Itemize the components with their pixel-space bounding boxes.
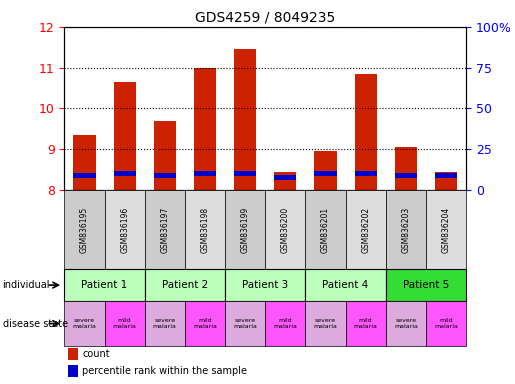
Bar [355, 171, 376, 176]
Text: Patient 4: Patient 4 [322, 280, 369, 290]
Bar [114, 82, 135, 190]
Bar [74, 173, 95, 178]
Text: count: count [82, 349, 110, 359]
Bar [305, 190, 346, 269]
Bar [386, 269, 466, 301]
Bar [225, 301, 265, 346]
Text: Patient 2: Patient 2 [162, 280, 208, 290]
Bar [194, 171, 216, 176]
Text: mild
malaria: mild malaria [193, 318, 217, 329]
Bar [225, 190, 265, 269]
Text: severe
malaria: severe malaria [153, 318, 177, 329]
Bar [234, 49, 256, 190]
Bar [435, 172, 457, 190]
Bar [305, 301, 346, 346]
Bar [105, 301, 145, 346]
Text: mild
malaria: mild malaria [113, 318, 136, 329]
Bar [145, 301, 185, 346]
Bar [426, 301, 466, 346]
Text: GSM836195: GSM836195 [80, 206, 89, 253]
Text: mild
malaria: mild malaria [434, 318, 458, 329]
Bar [74, 135, 95, 190]
Bar [395, 173, 417, 178]
Bar [145, 190, 185, 269]
Bar [194, 68, 216, 190]
Bar [274, 175, 296, 180]
Bar [346, 301, 386, 346]
Bar [68, 348, 78, 360]
Text: Patient 1: Patient 1 [81, 280, 128, 290]
Bar [105, 190, 145, 269]
Bar [426, 190, 466, 269]
Bar [265, 190, 305, 269]
Bar [185, 301, 225, 346]
Text: severe
malaria: severe malaria [314, 318, 337, 329]
Bar [355, 74, 376, 190]
Text: mild
malaria: mild malaria [354, 318, 377, 329]
Text: GSM836198: GSM836198 [200, 206, 210, 253]
Bar [114, 171, 135, 176]
Text: GSM836200: GSM836200 [281, 206, 290, 253]
Text: GSM836202: GSM836202 [361, 206, 370, 253]
Text: GSM836199: GSM836199 [241, 206, 250, 253]
Text: percentile rank within the sample: percentile rank within the sample [82, 366, 247, 376]
Bar [64, 269, 145, 301]
Bar [64, 301, 105, 346]
Bar [435, 173, 457, 178]
Text: GSM836197: GSM836197 [160, 206, 169, 253]
Bar [64, 190, 105, 269]
Bar [234, 171, 256, 176]
Bar [274, 172, 296, 190]
Bar [265, 301, 305, 346]
Bar [225, 269, 305, 301]
Bar [68, 365, 78, 377]
Text: GSM836203: GSM836203 [401, 206, 410, 253]
Text: individual: individual [3, 280, 50, 290]
Bar [346, 190, 386, 269]
Bar [315, 171, 336, 176]
Text: severe
malaria: severe malaria [233, 318, 257, 329]
Bar [305, 269, 386, 301]
Text: mild
malaria: mild malaria [273, 318, 297, 329]
Text: GSM836204: GSM836204 [441, 206, 451, 253]
Bar [386, 301, 426, 346]
Text: disease state: disease state [3, 318, 67, 329]
Bar [154, 121, 176, 190]
Text: severe
malaria: severe malaria [73, 318, 96, 329]
Bar [185, 190, 225, 269]
Bar [386, 190, 426, 269]
Bar [154, 173, 176, 178]
Bar [145, 269, 225, 301]
Text: GSM836196: GSM836196 [120, 206, 129, 253]
Text: severe
malaria: severe malaria [394, 318, 418, 329]
Bar [315, 151, 336, 190]
Text: GSM836201: GSM836201 [321, 206, 330, 253]
Bar [395, 147, 417, 190]
Text: Patient 3: Patient 3 [242, 280, 288, 290]
Text: Patient 5: Patient 5 [403, 280, 449, 290]
Title: GDS4259 / 8049235: GDS4259 / 8049235 [195, 10, 335, 24]
